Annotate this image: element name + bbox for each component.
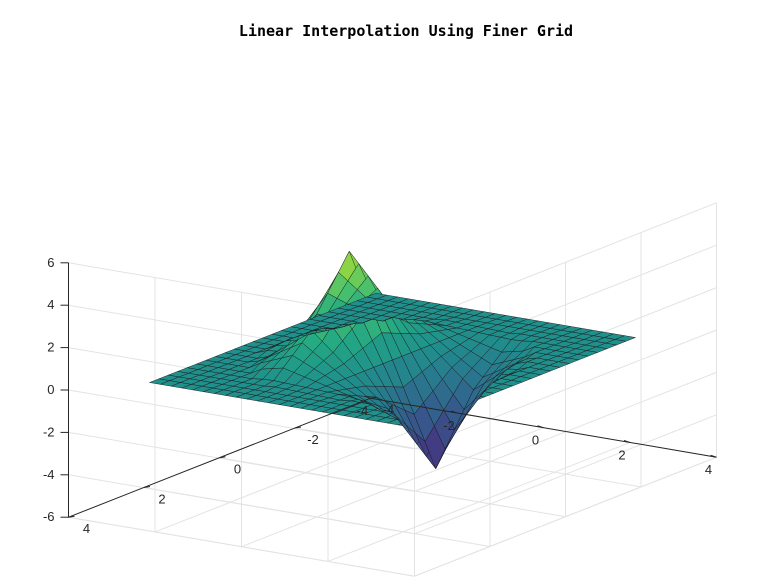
y-tick-label: -4 (383, 402, 395, 417)
z-tick-label: 0 (47, 382, 54, 397)
x-tick-label: 0 (532, 433, 539, 448)
z-tick-label: -4 (43, 467, 55, 482)
y-tick-label: 2 (158, 491, 165, 506)
y-tick (370, 396, 377, 399)
x-tick (364, 395, 371, 399)
y-tick-label: 0 (234, 462, 241, 477)
axes: -4 -2 0 2 4 -4 -2 0 2 4 -6 -4 -2 0 2 4 6 (43, 255, 717, 536)
z-tick-label: -2 (43, 424, 55, 439)
y-tick (219, 456, 226, 459)
z-tick-label: 4 (47, 297, 54, 312)
surface-mesh (149, 251, 636, 469)
z-tick-label: 2 (47, 340, 54, 355)
y-tick (294, 426, 302, 429)
z-tick-label: 6 (47, 255, 54, 270)
grid-line-y-floor (143, 486, 491, 547)
x-tick (537, 425, 544, 429)
x-tick (710, 454, 717, 458)
x-tick-label: -4 (357, 403, 369, 418)
grid-line-y-floor (294, 427, 642, 488)
y-tick (143, 485, 151, 488)
grid-line-y-floor (219, 457, 566, 518)
y-tick (68, 515, 75, 518)
surface-face (615, 335, 636, 342)
x-tick (450, 410, 458, 414)
x-tick-label: 4 (705, 462, 712, 477)
y-tick-label: -2 (307, 432, 319, 447)
y-tick-label: 4 (83, 521, 90, 536)
x-tick-label: 2 (618, 447, 625, 462)
x-tick-label: -2 (443, 418, 455, 433)
chart-title: Linear Interpolation Using Finer Grid (239, 22, 573, 40)
grid-line-y-floor (68, 516, 415, 577)
x-tick (623, 439, 631, 443)
z-tick-label: -6 (43, 509, 55, 524)
